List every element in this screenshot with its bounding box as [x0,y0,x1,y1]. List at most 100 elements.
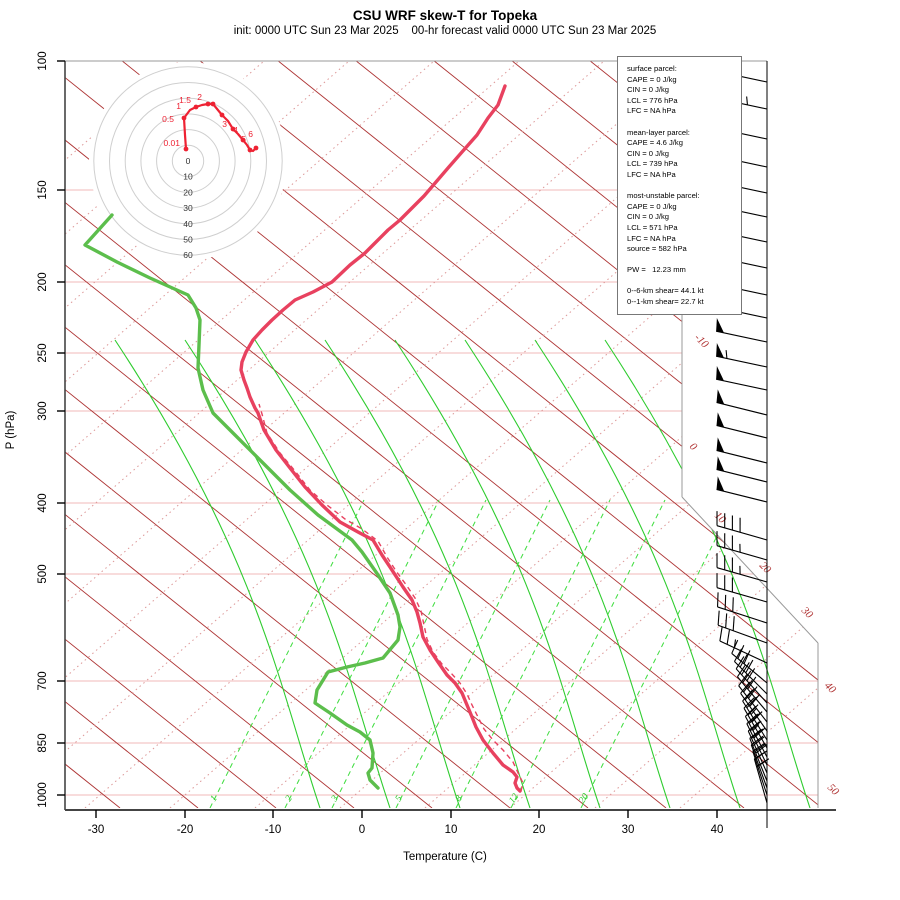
wind-barb-pennant [716,366,724,381]
wind-barb-full [724,594,727,610]
wind-barb [716,511,768,541]
wind-barb-full [743,697,755,709]
wind-barb [716,389,768,416]
pressure-tick-label: 850 [37,733,49,752]
wind-barb-full [719,626,723,642]
isotherm-edge-label: 50 [825,782,842,799]
hodograph-ring-label: 30 [183,203,193,213]
info-box-line: CAPE = 0 J/kg [627,201,677,211]
info-box-line: most-unstable parcel: [627,191,700,201]
pressure-tick-label: 250 [37,343,49,362]
info-box-line: 0--1-km shear= 22.7 kt [627,297,704,307]
wind-barb-full [749,694,760,707]
dry-adiabat-line [65,61,355,808]
info-box-line: LCL = 739 hPa [627,159,678,169]
hodograph-trace-dot [247,147,253,153]
info-box-line [627,276,739,287]
hodograph-ring-label: 50 [183,235,193,245]
wind-barb-full [750,735,764,746]
dry-adiabat-line [65,61,511,808]
wind-barb [719,626,768,664]
moist-adiabat-line [534,339,741,808]
wind-barb [733,648,768,695]
hodograph-ring [124,97,252,225]
mixing-ratio-label: 3 [329,794,341,805]
wind-barb [753,750,770,804]
pressure-tick-label: 300 [37,401,49,420]
temperature-tick-label: 10 [445,824,458,836]
wind-barb-shaft [716,378,768,391]
wind-barb-full [749,720,762,732]
info-box-line: source = 582 hPa [627,244,687,254]
pressure-tick-label: 700 [37,671,49,690]
hodograph-backdrop [89,62,287,260]
hodograph: 0 10 20 30 40 50 60 0.01 0.511.5 2 345 6 [89,62,287,260]
wind-barb [717,610,768,644]
wind-barb [716,476,768,503]
dewpoint-curve [83,213,402,790]
wind-barb-full [746,696,758,709]
wind-barb-full [732,616,735,631]
moist-adiabat-line [324,339,531,808]
wind-barb [736,664,768,713]
hodograph-trace-dot [240,137,246,143]
wind-barb-shaft [716,545,768,561]
mixing-ratio-label: 1 [209,794,220,804]
wind-barb-full [754,750,767,760]
hodograph-trace-dot [210,101,216,107]
temperature-axis-label: Temperature (C) [403,851,487,863]
temperature-tick-label: 20 [533,824,546,836]
wind-barb-full [717,610,720,626]
wind-barb-full [753,727,766,739]
wind-barb-pennant [716,456,725,472]
dry-adiabat-line [65,61,433,808]
wind-barb-full [747,676,757,690]
wind-barb-pennant [716,437,725,453]
wind-barb [716,531,768,561]
moist-adiabat-line [114,339,321,808]
wind-barb-full [749,728,762,739]
hodograph-ring-label: 0 [186,156,191,166]
wind-barb-shaft [716,401,768,416]
wind-barb [716,553,768,583]
dry-adiabat-line [65,61,745,808]
hodograph-height-label: 5 [241,134,246,144]
dry-adiabat-line [433,61,818,808]
wind-barb-half [725,350,728,359]
hodograph-trace-dot [183,146,189,152]
dry-adiabat-line [65,61,277,808]
wind-barb-full [742,670,752,684]
temperature-curve [239,84,522,793]
mixing-ratio-label: 5 [394,794,405,804]
info-box-line: CAPE = 0 J/kg [627,74,677,84]
wind-barb-full [726,629,730,645]
wind-barb-full [733,648,743,662]
info-box-line: LCL = 776 hPa [627,95,678,105]
wind-barb-full [756,758,770,767]
wind-barb-full [716,592,719,607]
info-box-line: LFC = NA hPa [627,169,676,179]
hodograph-height-label: 0.5 [162,114,174,124]
wind-barb-full [743,650,751,664]
hodograph-trace-dot [181,115,187,121]
wind-barb [738,673,768,723]
frame-bevel [681,496,819,644]
mixing-ratio-label: 8 [454,794,465,804]
wind-barb [750,735,768,789]
wind-barb-full [743,679,753,693]
hodograph-ring-label: 20 [183,187,193,197]
wind-barb-full [740,681,751,694]
wind-barb-full [742,689,753,702]
hodograph-height-label: 1.5 [179,95,191,105]
isotherm-edge-label: 10 [712,510,729,527]
wind-barb [746,713,768,766]
isotherm-line [254,61,818,808]
dry-adiabat-line [745,61,818,808]
wind-barb [716,456,768,483]
page-title: CSU WRF skew-T for Topeka [352,8,538,23]
wind-barb-full [745,705,757,717]
info-box-line [627,117,739,128]
wind-barb-full [739,654,748,668]
pressure-tick-label: 200 [37,272,49,291]
hodograph-ring-label: 60 [183,250,193,260]
